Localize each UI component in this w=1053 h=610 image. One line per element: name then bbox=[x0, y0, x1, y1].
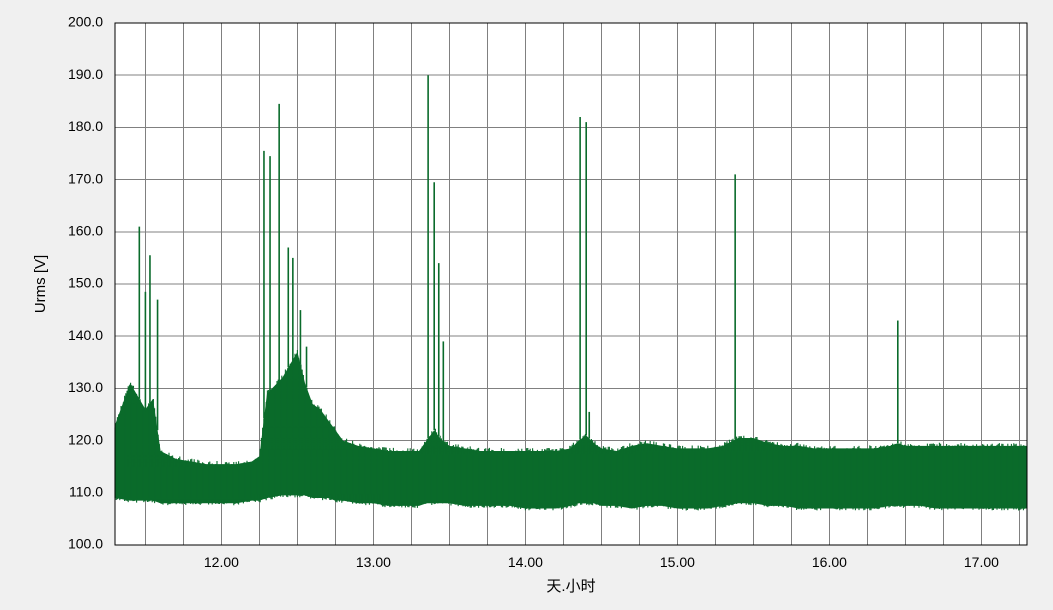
y-tick-label: 110.0 bbox=[69, 484, 103, 500]
y-tick-label: 170.0 bbox=[68, 170, 103, 186]
y-tick-label: 120.0 bbox=[68, 431, 103, 447]
y-axis-title: Urms [V] bbox=[32, 255, 49, 313]
x-axis-title: 天.小时 bbox=[546, 578, 595, 595]
x-tick-label: 12.00 bbox=[204, 554, 239, 570]
y-tick-label: 150.0 bbox=[68, 275, 103, 291]
x-tick-label: 14.00 bbox=[508, 554, 543, 570]
chart-container: 100.0 110.0 120.0 130.0 140.0 150.0 160.0 170.0… bbox=[10, 5, 1043, 605]
y-tick-label: 140.0 bbox=[68, 327, 103, 343]
x-tick-label: 15.00 bbox=[660, 554, 695, 570]
y-tick-label: 190.0 bbox=[68, 66, 103, 82]
y-tick-label: 180.0 bbox=[68, 118, 103, 134]
chart-outer: 100.0 110.0 120.0 130.0 140.0 150.0 160.0 170.0… bbox=[0, 0, 1053, 610]
chart-svg: 100.0 110.0 120.0 130.0 140.0 150.0 160.0 170.0… bbox=[10, 5, 1043, 605]
x-tick-label: 17.00 bbox=[964, 554, 999, 570]
x-tick-label: 13.00 bbox=[356, 554, 391, 570]
x-tick-label: 16.00 bbox=[812, 554, 847, 570]
y-tick-label: 100.0 bbox=[68, 536, 103, 552]
y-tick-label: 130.0 bbox=[68, 379, 103, 395]
y-tick-label: 160.0 bbox=[68, 223, 103, 239]
y-tick-label: 200.0 bbox=[68, 14, 103, 30]
